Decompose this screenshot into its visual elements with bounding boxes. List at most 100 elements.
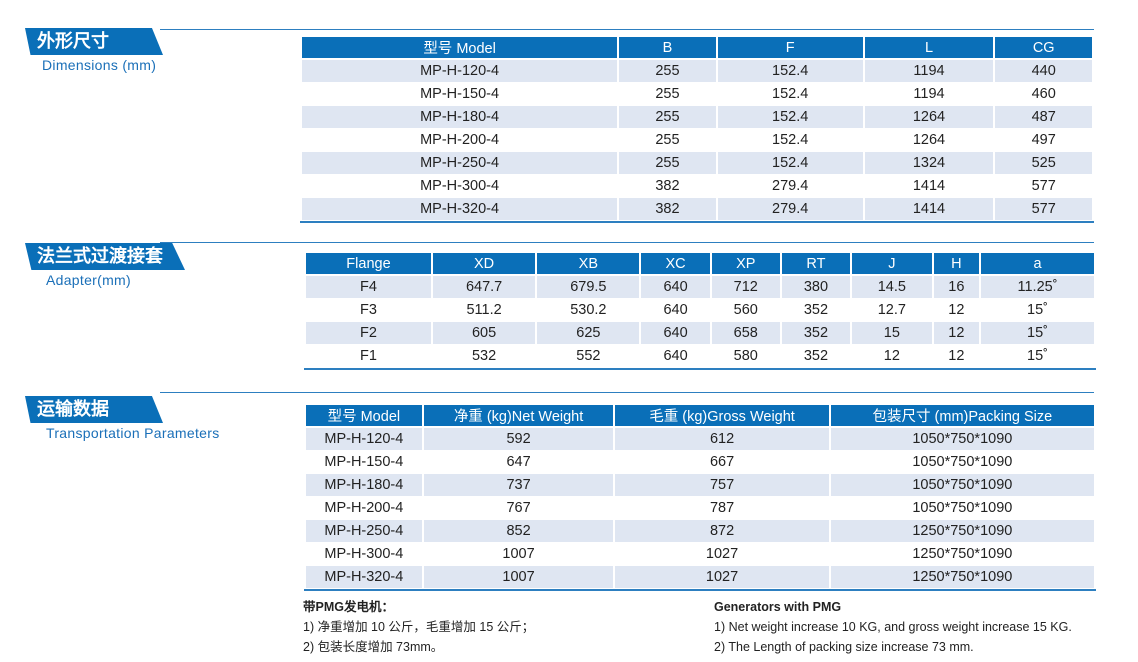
table-cell: 640 xyxy=(641,299,710,322)
table-cell: 1007 xyxy=(423,543,614,566)
table-cell: 532 xyxy=(432,345,536,368)
table-cell: 1050*750*1090 xyxy=(830,474,1094,497)
column-header: XB xyxy=(537,253,640,276)
table-cell: 712 xyxy=(711,276,780,299)
table-cell: MP-H-200-4 xyxy=(306,497,422,520)
table-row: MP-H-120-4 255 152.4 1194 440 xyxy=(302,60,1092,83)
table-cell: 1027 xyxy=(615,566,829,589)
table-cell: MP-H-200-4 xyxy=(302,129,618,152)
table-cell: 640 xyxy=(641,276,710,299)
table-cell: 1007 xyxy=(423,566,614,589)
table-cell: F4 xyxy=(306,276,431,299)
table-cell: 605 xyxy=(432,322,536,345)
table-cell: 1250*750*1090 xyxy=(830,520,1094,543)
table-cell: 487 xyxy=(995,106,1092,129)
section-rule xyxy=(160,242,1094,243)
table-row: MP-H-150-4 647 667 1050*750*1090 xyxy=(306,451,1094,474)
table-cell: 15 xyxy=(852,322,932,345)
table-cell: 12.7 xyxy=(852,299,932,322)
table-cell: MP-H-320-4 xyxy=(302,198,618,221)
column-header: 毛重 (kg)Gross Weight xyxy=(615,405,829,428)
table-cell: 352 xyxy=(781,322,851,345)
header-row: 型号 Model B F L CG xyxy=(302,37,1092,60)
table-cell: F2 xyxy=(306,322,431,345)
table-cell: 580 xyxy=(711,345,780,368)
table-cell: 152.4 xyxy=(717,60,863,83)
table-cell: 787 xyxy=(615,497,829,520)
column-header: J xyxy=(852,253,932,276)
table-cell: 1027 xyxy=(615,543,829,566)
table-cell: 11.25˚ xyxy=(981,276,1094,299)
table-cell: 255 xyxy=(619,129,716,152)
table-cell: 152.4 xyxy=(717,83,863,106)
section-subtitle-dimensions: Dimensions (mm) xyxy=(42,57,157,73)
table-cell: MP-H-150-4 xyxy=(306,451,422,474)
section-subtitle-transport: Transportation Parameters xyxy=(46,425,220,441)
table-row: MP-H-180-4 255 152.4 1264 487 xyxy=(302,106,1092,129)
table-cell: 440 xyxy=(995,60,1092,83)
table-row: MP-H-300-4 382 279.4 1414 577 xyxy=(302,175,1092,198)
table-row: MP-H-320-4 382 279.4 1414 577 xyxy=(302,198,1092,221)
table-cell: 767 xyxy=(423,497,614,520)
table-cell: 15˚ xyxy=(981,299,1094,322)
table-cell: 552 xyxy=(537,345,640,368)
table-row: F1 532 552 640 580 352 12 12 15˚ xyxy=(306,345,1094,368)
note-cn-title: 带PMG发电机： xyxy=(303,600,394,614)
table-cell: 279.4 xyxy=(717,175,863,198)
table-cell: 737 xyxy=(423,474,614,497)
table-cell: 1194 xyxy=(864,60,994,83)
table-row: MP-H-120-4 592 612 1050*750*1090 xyxy=(306,428,1094,451)
table-cell: 577 xyxy=(995,175,1092,198)
note-en-title: Generators with PMG xyxy=(714,600,842,614)
table-cell: 530.2 xyxy=(537,299,640,322)
table-cell: 1050*750*1090 xyxy=(830,451,1094,474)
column-header: RT xyxy=(781,253,851,276)
column-header: B xyxy=(619,37,716,60)
column-header: 型号 Model xyxy=(306,405,422,428)
table-cell: 658 xyxy=(711,322,780,345)
table-cell: 255 xyxy=(619,106,716,129)
column-header: Flange xyxy=(306,253,431,276)
table-cell: 1050*750*1090 xyxy=(830,497,1094,520)
column-header: 净重 (kg)Net Weight xyxy=(423,405,614,428)
table-cell: 625 xyxy=(537,322,640,345)
note-en: Generators with PMG 1) Net weight increa… xyxy=(714,597,1072,657)
table-cell: MP-H-320-4 xyxy=(306,566,422,589)
column-header: XP xyxy=(711,253,780,276)
section-title-transport: 运输数据 xyxy=(25,396,163,423)
table-cell: 352 xyxy=(781,299,851,322)
table-cell: 852 xyxy=(423,520,614,543)
table-row: MP-H-180-4 737 757 1050*750*1090 xyxy=(306,474,1094,497)
column-header: CG xyxy=(995,37,1092,60)
table-cell: MP-H-180-4 xyxy=(306,474,422,497)
table-row: MP-H-320-4 1007 1027 1250*750*1090 xyxy=(306,566,1094,589)
table-cell: 525 xyxy=(995,152,1092,175)
table-row: MP-H-250-4 255 152.4 1324 525 xyxy=(302,152,1092,175)
column-header: 包装尺寸 (mm)Packing Size xyxy=(830,405,1094,428)
table-cell: 352 xyxy=(781,345,851,368)
table-cell: 382 xyxy=(619,198,716,221)
table-cell: 511.2 xyxy=(432,299,536,322)
table-cell: 255 xyxy=(619,83,716,106)
note-en-line: 1) Net weight increase 10 KG, and gross … xyxy=(714,620,1072,634)
table-cell: 15˚ xyxy=(981,345,1094,368)
section-rule xyxy=(160,392,1094,393)
table-cell: 15˚ xyxy=(981,322,1094,345)
table-cell: 647 xyxy=(423,451,614,474)
table-cell: F3 xyxy=(306,299,431,322)
table-row: MP-H-200-4 255 152.4 1264 497 xyxy=(302,129,1092,152)
table-cell: MP-H-120-4 xyxy=(306,428,422,451)
transport-table: 型号 Model 净重 (kg)Net Weight 毛重 (kg)Gross We… xyxy=(304,405,1096,591)
table-cell: 612 xyxy=(615,428,829,451)
column-header: XD xyxy=(432,253,536,276)
table-cell: 679.5 xyxy=(537,276,640,299)
column-header: XC xyxy=(641,253,710,276)
table-cell: 255 xyxy=(619,60,716,83)
table-cell: 640 xyxy=(641,345,710,368)
table-cell: 667 xyxy=(615,451,829,474)
table-cell: 460 xyxy=(995,83,1092,106)
table-row: F3 511.2 530.2 640 560 352 12.7 12 15˚ xyxy=(306,299,1094,322)
table-cell: 560 xyxy=(711,299,780,322)
dimensions-table: 型号 Model B F L CG MP-H-120-4 255 152.4 1194 440 MP… xyxy=(300,37,1094,223)
